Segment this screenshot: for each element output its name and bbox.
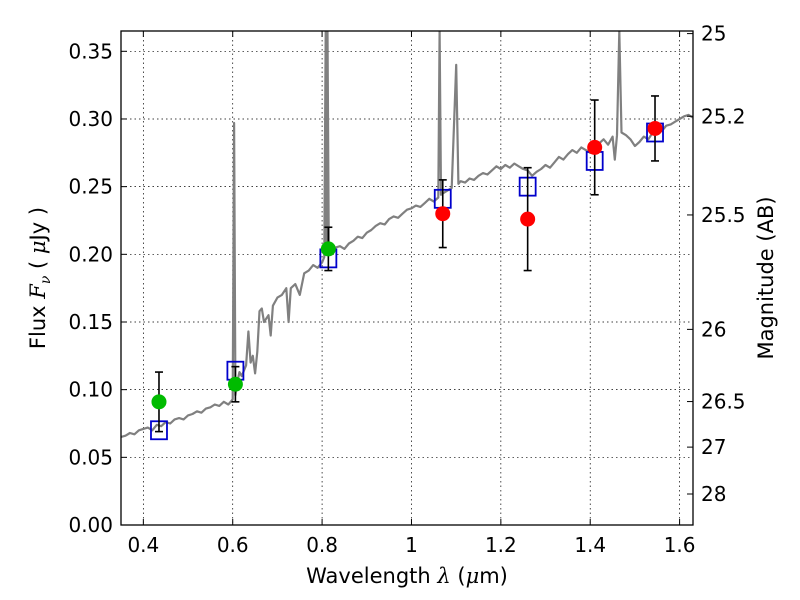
y-tick-label: 0.30 [68, 107, 113, 131]
observed-green-point [227, 376, 243, 392]
data-marks [150, 95, 664, 441]
y-tick-label: 0.25 [68, 175, 113, 199]
observed-green-point [151, 394, 167, 410]
y-tick-label: 0.20 [68, 242, 113, 266]
x-tick-label: 1.2 [485, 533, 517, 557]
y-tick-label: 0.15 [68, 310, 113, 334]
y2-tick-label: 25.2 [701, 104, 746, 128]
x-tick-label: 1 [405, 533, 418, 557]
x-tick-label: 1.6 [664, 533, 696, 557]
y-tick-label: 0.00 [68, 513, 113, 537]
axis-ticks: 0.4 0.6 0.8 1 1.2 1.4 1.6 0.00 0.05 0.10 0.15 0.20 0… [68, 22, 745, 557]
y-tick-label: 0.10 [68, 378, 113, 402]
y-axis-title: Flux Fν ( μJy ) [26, 207, 54, 349]
observed-red-point [647, 120, 663, 136]
y2-tick-label: 27 [701, 435, 726, 459]
y2-tick-label: 28 [701, 482, 726, 506]
observed-red-point [435, 206, 451, 222]
x-tick-label: 0.8 [306, 533, 338, 557]
x-tick-label: 1.4 [574, 533, 606, 557]
y-tick-label: 0.05 [68, 445, 113, 469]
observed-red-point [520, 211, 536, 227]
x-axis-title: Wavelength λ (μm) [306, 564, 508, 588]
x-tick-label: 0.4 [127, 533, 159, 557]
y2-tick-label: 26 [701, 317, 726, 341]
y2-axis-title: Magnitude (AB) [754, 196, 778, 359]
y2-tick-label: 25 [701, 22, 726, 46]
plot-frame [120, 30, 694, 526]
observed-red-point [587, 139, 603, 155]
x-tick-label: 0.6 [217, 533, 249, 557]
observed-green-point [320, 241, 336, 257]
y-tick-label: 0.35 [68, 39, 113, 63]
y2-tick-label: 26.5 [701, 390, 746, 414]
y2-tick-label: 25.5 [701, 203, 746, 227]
